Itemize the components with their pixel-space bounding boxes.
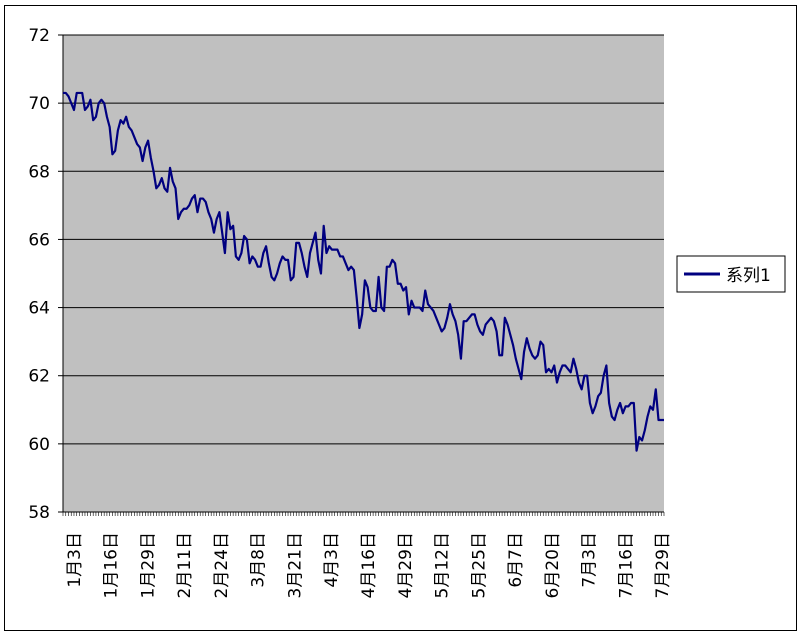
y-tick-label: 68 — [28, 162, 50, 182]
x-tick-label: 4月16日 — [359, 532, 379, 598]
x-tick-label: 7月3日 — [580, 532, 600, 588]
y-tick-label: 70 — [28, 94, 50, 114]
x-tick-label: 6月20日 — [543, 532, 563, 598]
y-tick-label: 60 — [28, 435, 50, 455]
x-tick-label: 1月3日 — [65, 532, 85, 588]
x-tick-label: 1月16日 — [102, 532, 122, 598]
x-tick-label: 2月24日 — [212, 532, 232, 598]
x-tick-label: 5月25日 — [469, 532, 489, 598]
x-tick-label: 1月29日 — [138, 532, 158, 598]
series-line-1 — [63, 91, 664, 452]
y-tick-label: 62 — [28, 367, 50, 387]
x-tick-label: 5月12日 — [433, 532, 453, 598]
legend-label-series-1: 系列1 — [726, 266, 771, 286]
y-axis: 58 60 62 64 66 68 70 72 — [28, 26, 64, 523]
x-tick-label: 7月16日 — [616, 532, 636, 598]
y-tick-label: 58 — [28, 503, 50, 523]
x-tick-label: 2月11日 — [175, 532, 195, 598]
y-tick-label: 66 — [28, 230, 50, 250]
series-layer — [63, 91, 664, 452]
x-tick-label: 3月8日 — [249, 532, 269, 588]
y-tick-label: 64 — [28, 299, 50, 319]
plot-area — [63, 35, 664, 512]
gridlines — [63, 34, 664, 445]
y-tick-label: 72 — [28, 26, 50, 46]
x-tick-label: 4月3日 — [322, 532, 342, 588]
x-axis: 1月3日 1月16日 1月29日 2月11日 2月24日 3月8日 3月21日 4月3日 4月1… — [62, 511, 673, 598]
x-tick-label: 6月7日 — [506, 532, 526, 588]
legend: 系列1 — [676, 255, 786, 293]
x-tick-label: 4月29日 — [396, 532, 416, 598]
x-tick-label: 7月29日 — [653, 532, 673, 598]
x-tick-label: 3月21日 — [286, 532, 306, 598]
